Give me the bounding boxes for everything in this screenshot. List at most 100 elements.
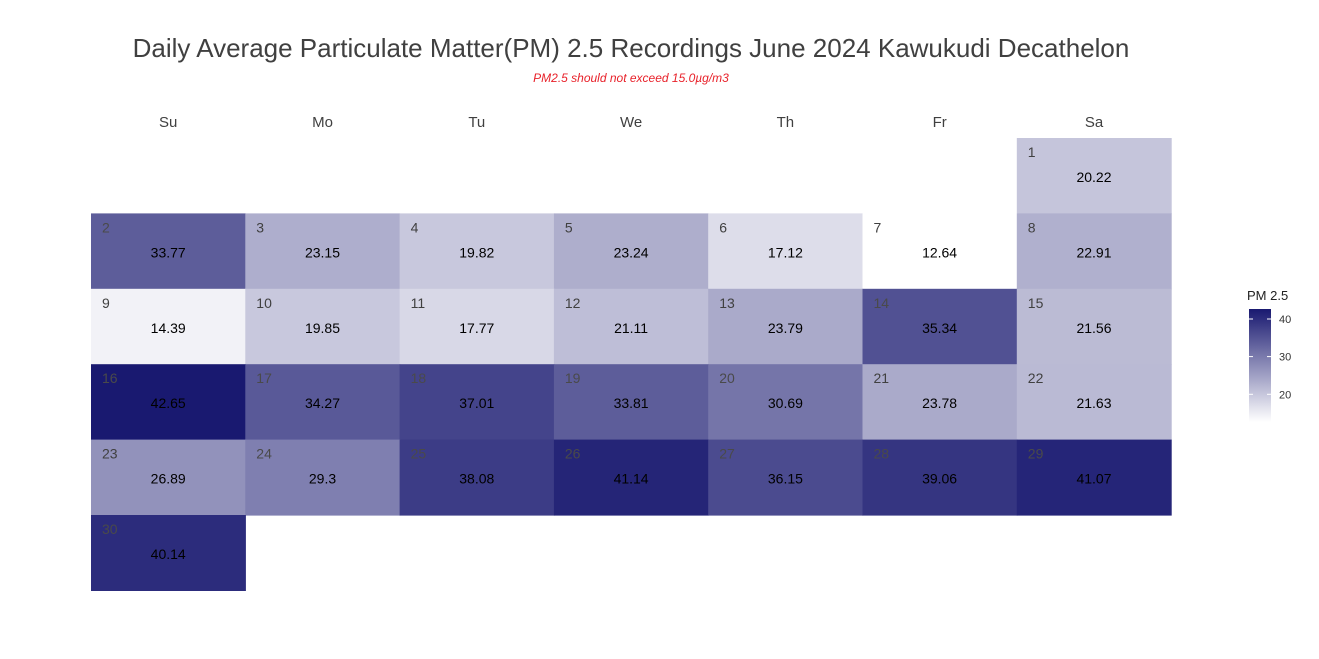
day-number: 8 <box>1028 219 1036 235</box>
weekday-label-we: We <box>620 114 642 131</box>
day-value: 23.24 <box>614 244 649 260</box>
day-cell-25: 25 38.08 <box>399 439 555 516</box>
day-value: 39.06 <box>922 471 957 487</box>
day-value: 37.01 <box>459 395 494 411</box>
day-tile <box>1016 439 1172 516</box>
day-cell-1: 120.22 <box>1016 138 1172 214</box>
day-cell-29: 29 41.07 <box>1016 439 1172 516</box>
day-number: 15 <box>1028 295 1044 311</box>
day-number: 28 <box>874 446 890 462</box>
day-number: 21 <box>874 370 890 386</box>
day-value: 35.34 <box>922 320 957 336</box>
day-number: 13 <box>719 295 735 311</box>
day-number: 24 <box>256 446 272 462</box>
day-number: 9 <box>102 295 110 311</box>
day-value: 33.81 <box>614 395 649 411</box>
day-number: 5 <box>565 219 573 235</box>
day-number: 14 <box>874 295 890 311</box>
day-tile <box>1016 213 1172 290</box>
day-value: 21.56 <box>1076 320 1111 336</box>
day-value: 36.15 <box>768 471 803 487</box>
day-cell-23: 23 26.89 <box>91 439 246 516</box>
day-cell-14: 14 35.34 <box>862 288 1018 365</box>
day-number: 17 <box>256 370 272 386</box>
day-value: 29.3 <box>309 471 336 487</box>
day-cell-28: 28 39.06 <box>862 439 1018 516</box>
day-number: 12 <box>565 295 581 311</box>
day-value: 34.27 <box>305 395 340 411</box>
day-number: 7 <box>874 219 882 235</box>
chart-title: Daily Average Particulate Matter(PM) 2.5… <box>132 33 1130 63</box>
day-tile <box>708 364 864 441</box>
day-cell-30: 30 40.14 <box>91 515 246 591</box>
day-value: 41.07 <box>1076 471 1111 487</box>
weekday-label-tu: Tu <box>468 114 485 131</box>
day-value: 26.89 <box>151 471 186 487</box>
day-value: 14.39 <box>151 320 186 336</box>
day-number: 2 <box>102 219 110 235</box>
day-number: 25 <box>411 446 427 462</box>
day-tile <box>245 288 401 365</box>
day-tile <box>708 288 864 365</box>
day-cell-7: 712.64 <box>862 213 1018 290</box>
day-tile <box>91 515 246 591</box>
day-cell-21: 21 23.78 <box>862 364 1018 441</box>
day-value: 23.15 <box>305 244 340 260</box>
day-cell-13: 13 23.79 <box>708 288 864 365</box>
day-number: 1 <box>1028 144 1036 160</box>
day-value: 17.12 <box>768 244 803 260</box>
day-tile <box>862 288 1018 365</box>
day-tile <box>553 439 709 516</box>
day-value: 21.11 <box>614 320 648 336</box>
day-tile <box>399 364 555 441</box>
day-number: 11 <box>411 295 426 311</box>
weekday-label-th: Th <box>777 114 795 131</box>
day-tile <box>91 288 246 365</box>
legend-colorbar <box>1249 309 1271 422</box>
day-tile <box>91 364 246 441</box>
day-cell-27: 27 36.15 <box>708 439 864 516</box>
day-cell-4: 419.82 <box>399 213 555 290</box>
day-tile <box>862 364 1018 441</box>
day-cell-12: 12 21.11 <box>553 288 709 365</box>
day-value: 41.14 <box>614 471 649 487</box>
day-number: 27 <box>719 446 735 462</box>
day-cell-24: 24 29.3 <box>245 439 401 516</box>
day-value: 23.79 <box>768 320 803 336</box>
day-cell-3: 323.15 <box>245 213 401 290</box>
day-number: 16 <box>102 370 118 386</box>
day-cell-5: 523.24 <box>553 213 709 290</box>
legend-tick-30: 30 <box>1249 352 1291 364</box>
legend-tick-label: 40 <box>1279 314 1291 326</box>
day-cell-18: 18 37.01 <box>399 364 555 441</box>
day-number: 3 <box>256 219 264 235</box>
weekday-label-sa: Sa <box>1085 114 1104 131</box>
day-tile <box>862 439 1018 516</box>
day-number: 4 <box>411 219 419 235</box>
day-cell-8: 822.91 <box>1016 213 1172 290</box>
day-cell-16: 16 42.65 <box>91 364 246 441</box>
legend-tick-20: 20 <box>1249 389 1291 401</box>
day-number: 23 <box>102 446 118 462</box>
day-value: 20.22 <box>1076 169 1111 185</box>
day-tile <box>553 288 709 365</box>
day-tile <box>862 213 1018 290</box>
day-cell-20: 20 30.69 <box>708 364 864 441</box>
day-tile <box>245 439 401 516</box>
day-cell-11: 11 17.77 <box>399 288 555 365</box>
day-tile <box>1016 364 1172 441</box>
day-tile <box>245 213 401 290</box>
day-number: 18 <box>411 370 427 386</box>
day-value: 12.64 <box>922 244 957 260</box>
day-value: 38.08 <box>459 471 494 487</box>
legend-tick-40: 40 <box>1249 314 1291 326</box>
day-cell-6: 617.12 <box>708 213 864 290</box>
day-tile <box>553 364 709 441</box>
day-cell-19: 19 33.81 <box>553 364 709 441</box>
day-value: 19.85 <box>305 320 340 336</box>
legend-tick-label: 30 <box>1279 352 1291 364</box>
weekday-label-su: Su <box>159 114 177 131</box>
day-value: 21.63 <box>1076 395 1111 411</box>
day-value: 19.82 <box>459 244 494 260</box>
legend-tick-label: 20 <box>1279 389 1291 401</box>
